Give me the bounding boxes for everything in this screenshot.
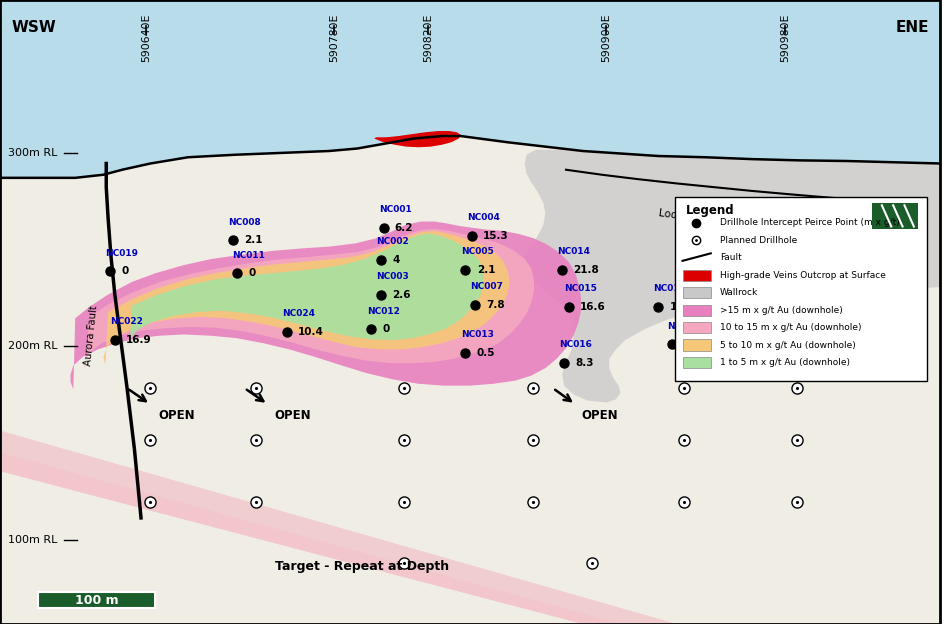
Text: NC002: NC002 <box>376 238 409 246</box>
Text: 590780E: 590780E <box>329 14 338 62</box>
Bar <box>683 287 711 298</box>
Text: 1 to 5 m x g/t Au (downhole): 1 to 5 m x g/t Au (downhole) <box>720 358 850 367</box>
Text: 4.0: 4.0 <box>684 339 702 349</box>
Text: OPEN: OPEN <box>581 409 618 422</box>
Text: 2.6: 2.6 <box>392 290 410 300</box>
Text: NC001: NC001 <box>379 205 411 214</box>
Bar <box>872 203 918 229</box>
Text: NC017: NC017 <box>653 285 686 293</box>
Text: NC018: NC018 <box>667 322 701 331</box>
Polygon shape <box>374 131 461 147</box>
Text: Wallrock: Wallrock <box>720 288 758 297</box>
Text: 5 to 10 m x g/t Au (downhole): 5 to 10 m x g/t Au (downhole) <box>720 341 856 349</box>
Text: 0: 0 <box>383 324 390 334</box>
Text: 8.3: 8.3 <box>575 358 593 368</box>
Text: NC014: NC014 <box>557 247 591 256</box>
Text: NC012: NC012 <box>367 307 399 316</box>
Text: 200m RL: 200m RL <box>8 341 57 351</box>
Text: Planned Drillhole: Planned Drillhole <box>720 236 797 245</box>
Text: 100 m: 100 m <box>75 594 118 607</box>
Polygon shape <box>70 222 581 389</box>
Polygon shape <box>0 136 940 624</box>
Text: Target - Repeat at Depth: Target - Repeat at Depth <box>275 560 449 573</box>
Bar <box>38 593 155 608</box>
Text: NC003: NC003 <box>376 272 409 281</box>
Polygon shape <box>0 452 621 624</box>
Text: 10 to 15 m x g/t Au (downhole): 10 to 15 m x g/t Au (downhole) <box>720 323 862 332</box>
Text: 10.4: 10.4 <box>298 327 324 337</box>
Text: NC005: NC005 <box>461 247 493 256</box>
Bar <box>683 305 711 316</box>
Text: Drillhole Intercept Peirce Point (m x g/t): Drillhole Intercept Peirce Point (m x g/… <box>720 218 900 227</box>
Text: NC024: NC024 <box>283 310 315 318</box>
Text: 590900E: 590900E <box>601 14 611 62</box>
Polygon shape <box>521 150 940 402</box>
Text: 100m RL: 100m RL <box>8 535 57 545</box>
Text: 590640E: 590640E <box>140 14 151 62</box>
Text: OPEN: OPEN <box>158 409 194 422</box>
Text: 16.6: 16.6 <box>580 302 606 312</box>
Text: >15 m x g/t Au (downhole): >15 m x g/t Au (downhole) <box>720 306 843 314</box>
Polygon shape <box>130 233 484 349</box>
Text: Aurora Fault: Aurora Fault <box>83 305 100 366</box>
Text: 590980E: 590980E <box>780 14 790 62</box>
Polygon shape <box>0 431 677 624</box>
Polygon shape <box>84 229 534 371</box>
Text: Lode / Freyda Shear Intersection: Lode / Freyda Shear Intersection <box>659 208 827 241</box>
Text: NC019: NC019 <box>105 249 138 258</box>
Text: Legend: Legend <box>686 204 735 217</box>
Bar <box>683 270 711 281</box>
Text: 6.2: 6.2 <box>395 223 413 233</box>
Text: 590820E: 590820E <box>423 14 433 62</box>
Text: High-grade Veins Outcrop at Surface: High-grade Veins Outcrop at Surface <box>720 271 886 280</box>
Text: NC016: NC016 <box>559 341 592 349</box>
Text: 300m RL: 300m RL <box>8 148 57 158</box>
Text: NC004: NC004 <box>467 213 501 222</box>
Text: ENE: ENE <box>896 20 929 35</box>
Text: 16.9: 16.9 <box>126 335 152 345</box>
Text: 0: 0 <box>248 268 255 278</box>
Text: 0.5: 0.5 <box>477 348 495 358</box>
Text: OPEN: OPEN <box>275 409 311 422</box>
Text: NC015: NC015 <box>564 285 597 293</box>
Text: NC022: NC022 <box>110 318 143 326</box>
Bar <box>683 339 711 351</box>
Text: OPEN: OPEN <box>797 307 834 319</box>
Text: WSW: WSW <box>11 20 56 35</box>
Bar <box>683 322 711 333</box>
Polygon shape <box>0 0 940 237</box>
Text: NC008: NC008 <box>228 218 262 227</box>
Text: 15.3: 15.3 <box>483 231 509 241</box>
Text: 2.1: 2.1 <box>245 235 263 245</box>
Text: NC011: NC011 <box>232 251 265 260</box>
Text: 4: 4 <box>392 255 399 265</box>
Text: NC007: NC007 <box>470 282 503 291</box>
Text: NC013: NC013 <box>461 330 494 339</box>
Text: 0: 0 <box>121 266 129 276</box>
Bar <box>683 357 711 368</box>
Polygon shape <box>103 231 510 365</box>
Text: 21.8: 21.8 <box>574 265 599 275</box>
Text: 15.1: 15.1 <box>669 302 695 312</box>
Text: Fault: Fault <box>720 253 742 262</box>
Text: 2.1: 2.1 <box>477 265 495 275</box>
Text: 7.8: 7.8 <box>486 300 504 310</box>
Bar <box>675 197 927 381</box>
